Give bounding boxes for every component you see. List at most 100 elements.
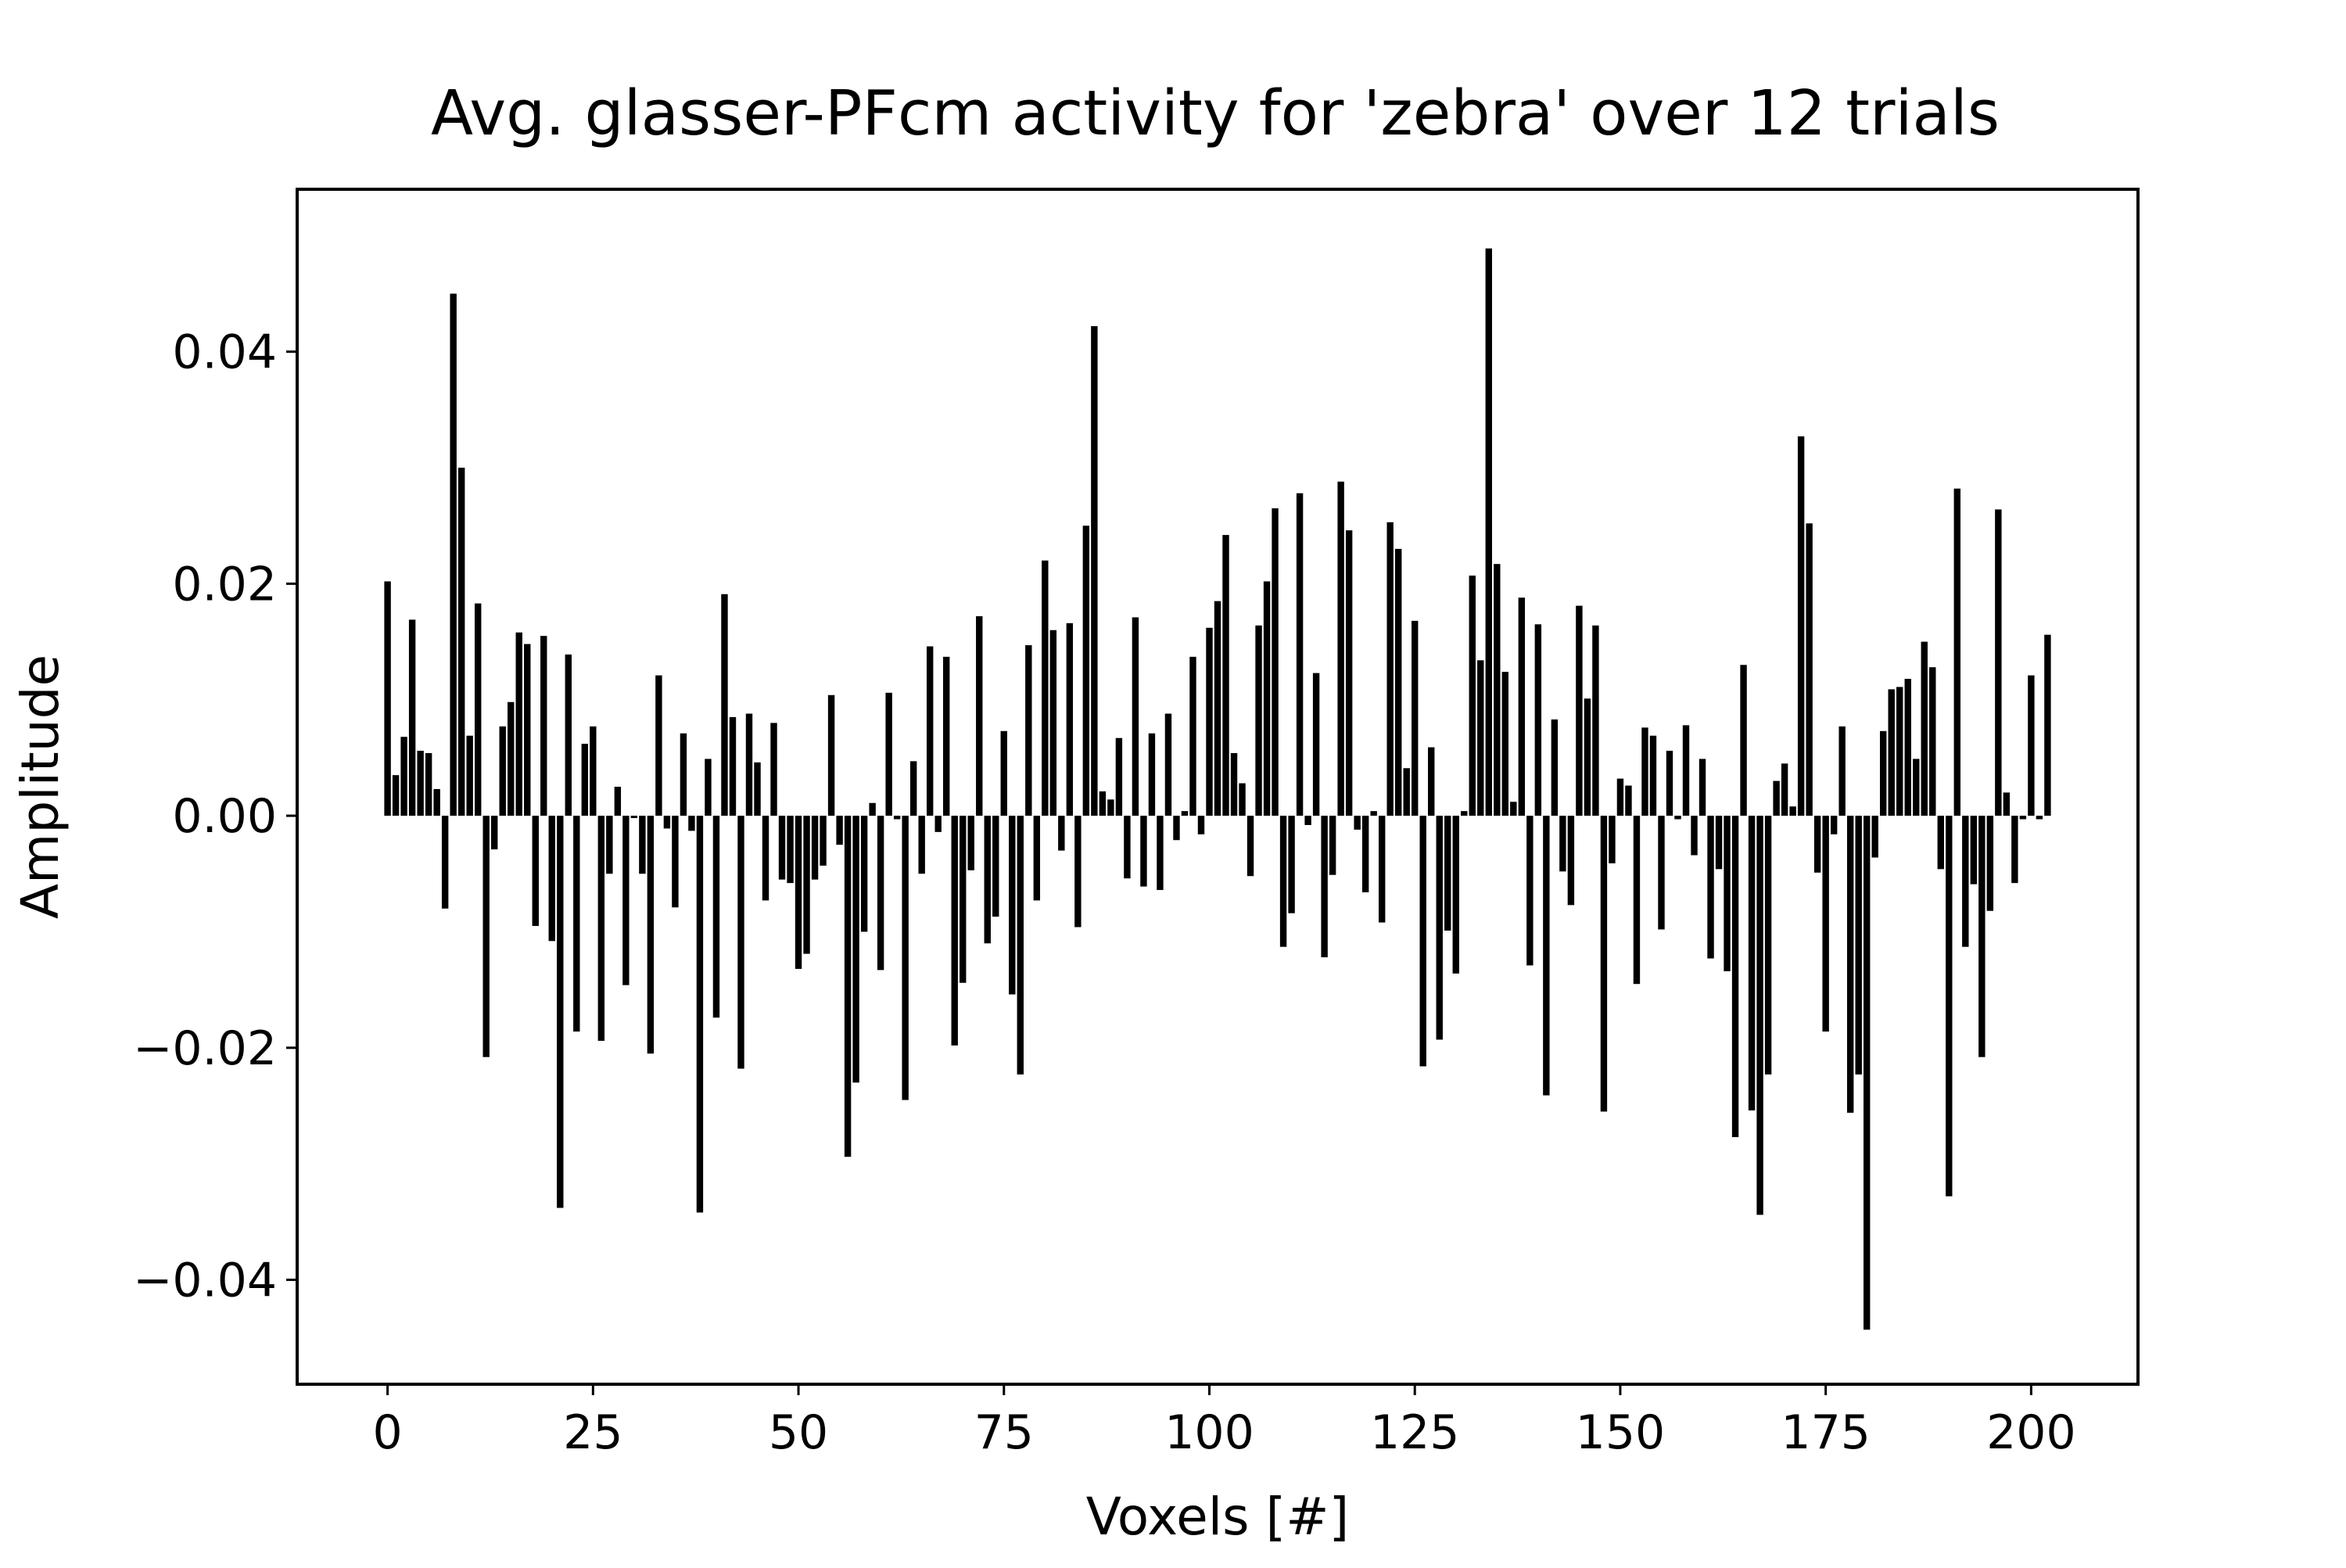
bar-voxel-194 <box>1978 816 1985 1057</box>
bar-voxel-76 <box>1009 816 1016 995</box>
bar-voxel-154 <box>1649 735 1657 816</box>
bar-voxel-159 <box>1691 816 1698 856</box>
bar-voxel-106 <box>1255 625 1262 816</box>
x-tick-label: 25 <box>563 1405 622 1460</box>
bar-voxel-89 <box>1115 737 1123 816</box>
bar-voxel-161 <box>1707 816 1714 959</box>
bar-voxel-22 <box>565 654 572 816</box>
bar-voxel-148 <box>1600 816 1608 1112</box>
bar-voxel-25 <box>590 726 597 816</box>
bar-voxel-160 <box>1699 759 1706 816</box>
bar-voxel-202 <box>2044 634 2051 816</box>
bar-voxel-28 <box>614 787 622 816</box>
bar-voxel-34 <box>663 816 671 829</box>
y-tick-label: 0.00 <box>172 789 277 844</box>
bar-voxel-41 <box>721 594 728 816</box>
bar-voxel-184 <box>1896 687 1903 816</box>
bar-voxel-74 <box>992 816 999 917</box>
bar-voxel-57 <box>852 816 859 1083</box>
bar-voxel-156 <box>1666 751 1673 816</box>
x-tick-label: 100 <box>1164 1405 1254 1460</box>
bar-voxel-40 <box>712 816 720 1018</box>
bar-voxel-9 <box>457 468 465 816</box>
y-tick-label: 0.04 <box>172 325 277 380</box>
bar-voxel-80 <box>1042 560 1049 816</box>
bar-voxel-55 <box>836 816 843 845</box>
bar-voxel-107 <box>1263 581 1271 816</box>
bar-voxel-49 <box>787 816 794 884</box>
bar-voxel-113 <box>1312 673 1320 816</box>
bar-voxel-182 <box>1880 730 1887 816</box>
bar-voxel-48 <box>778 816 786 880</box>
bar-voxel-151 <box>1625 785 1632 816</box>
bar-voxel-174 <box>1813 816 1821 873</box>
bar-voxel-4 <box>417 751 424 816</box>
bar-voxel-195 <box>1986 816 1994 911</box>
bar-voxel-192 <box>1962 816 1969 947</box>
bar-voxel-198 <box>2011 816 2018 884</box>
bar-voxel-87 <box>1099 791 1107 816</box>
bar-voxel-79 <box>1033 816 1041 901</box>
x-tick-label: 200 <box>1986 1405 2076 1460</box>
bar-voxel-11 <box>474 603 482 816</box>
bar-voxel-165 <box>1740 665 1747 816</box>
x-tick-label: 150 <box>1576 1405 1666 1460</box>
bar-voxel-13 <box>491 816 498 850</box>
y-tick-label: 0.02 <box>172 557 277 612</box>
bar-voxel-56 <box>844 816 852 1157</box>
bar-voxel-91 <box>1132 617 1139 816</box>
bar-voxel-122 <box>1386 522 1394 816</box>
bar-voxel-105 <box>1247 816 1254 877</box>
bar-voxel-150 <box>1616 778 1624 816</box>
bar-voxel-104 <box>1239 783 1246 816</box>
bar-voxel-180 <box>1864 816 1871 1330</box>
bar-voxel-16 <box>515 632 522 816</box>
bar-voxel-66 <box>926 646 934 816</box>
bar-voxel-53 <box>820 816 827 866</box>
bar-voxel-183 <box>1888 689 1895 816</box>
bar-voxel-168 <box>1764 816 1772 1075</box>
bar-voxel-171 <box>1789 806 1796 816</box>
bar-voxel-153 <box>1641 727 1648 816</box>
bar-voxel-15 <box>508 701 515 816</box>
bar-voxel-60 <box>877 816 884 971</box>
bar-voxel-62 <box>893 816 901 820</box>
bar-voxel-118 <box>1354 816 1361 830</box>
bar-voxel-72 <box>976 615 983 816</box>
x-tick-label: 175 <box>1781 1405 1871 1460</box>
bar-voxel-1 <box>392 775 400 816</box>
bar-voxel-5 <box>425 752 432 816</box>
bar-voxel-138 <box>1518 597 1526 816</box>
bar-voxel-14 <box>499 726 506 816</box>
bar-voxel-42 <box>729 716 737 816</box>
bar-voxel-187 <box>1921 641 1928 816</box>
x-tick-label: 50 <box>769 1405 828 1460</box>
bar-voxel-140 <box>1534 624 1542 816</box>
bar-voxel-6 <box>433 788 440 816</box>
bar-voxel-196 <box>1995 509 2002 816</box>
bar-voxel-65 <box>918 816 925 874</box>
bar-voxel-144 <box>1567 816 1575 906</box>
x-tick-label: 125 <box>1370 1405 1460 1460</box>
x-tick-label: 0 <box>373 1405 403 1460</box>
bar-voxel-124 <box>1403 768 1410 816</box>
bar-voxel-63 <box>902 816 909 1100</box>
bar-voxel-2 <box>400 737 407 816</box>
bar-voxel-116 <box>1337 481 1344 816</box>
bar-voxel-132 <box>1469 576 1476 816</box>
bar-voxel-103 <box>1230 752 1238 816</box>
bar-voxel-172 <box>1797 436 1805 816</box>
bar-voxel-99 <box>1197 816 1205 834</box>
bar-voxel-97 <box>1181 811 1189 816</box>
bar-voxel-83 <box>1066 623 1074 816</box>
bar-voxel-181 <box>1871 816 1878 858</box>
x-axis-label: Voxels [#] <box>1086 1487 1350 1547</box>
bar-voxel-134 <box>1485 248 1492 816</box>
bar-voxel-10 <box>466 735 473 816</box>
bar-voxel-123 <box>1394 548 1402 816</box>
bar-voxel-43 <box>737 816 744 1069</box>
bar-voxel-175 <box>1822 816 1829 1032</box>
bar-voxel-197 <box>2003 792 2011 816</box>
